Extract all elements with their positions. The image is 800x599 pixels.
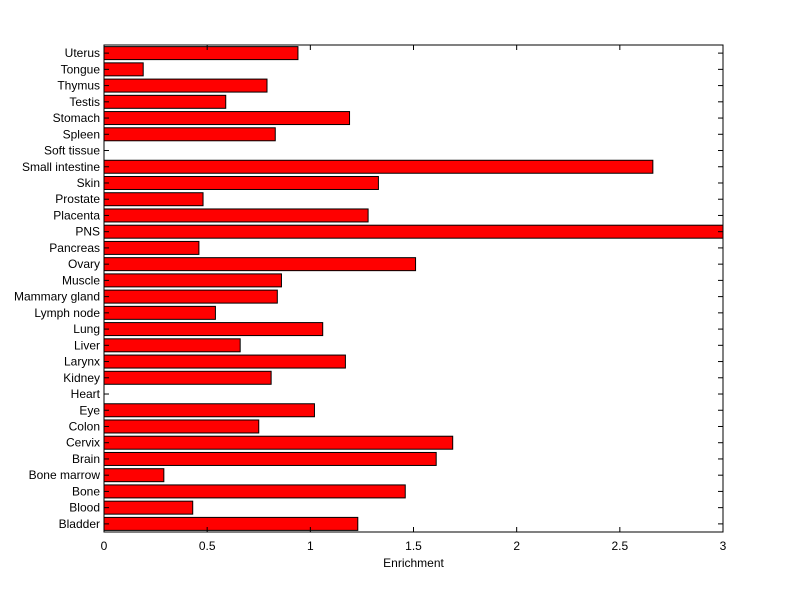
bar-cervix [103, 435, 454, 450]
y-tick-label-brain: Brain [72, 452, 100, 466]
bar-blood [103, 500, 194, 515]
bar-uterus [103, 46, 299, 61]
axes-frame [103, 44, 724, 533]
y-tick-label-bone: Bone [72, 484, 100, 498]
y-tick-label-prostate: Prostate [55, 192, 100, 206]
y-tick-label-thymus: Thymus [57, 79, 100, 93]
y-tick-label-muscle: Muscle [62, 273, 100, 287]
y-tick-label-skin: Skin [77, 176, 100, 190]
bar-lung [103, 322, 324, 337]
x-tick-label: 1.5 [405, 539, 422, 553]
x-axis-label: Enrichment [383, 556, 444, 570]
bar-bladder [103, 516, 359, 531]
x-tick-label: 0.5 [199, 539, 216, 553]
bar-spleen [103, 127, 276, 142]
y-tick-label-stomach: Stomach [53, 111, 100, 125]
x-tick-label: 3 [720, 539, 727, 553]
bar-bone-marrow [103, 468, 165, 483]
y-tick-label-colon: Colon [69, 419, 100, 433]
bar-colon [103, 419, 260, 434]
tick-labels-group: Bladder Blood Bone Bone marrow Brain Cervix Co… [14, 46, 727, 553]
bar-stomach [103, 111, 351, 126]
y-tick-label-uterus: Uterus [65, 46, 100, 60]
plot-area [104, 45, 723, 532]
y-tick-label-bone-marrow: Bone marrow [29, 468, 101, 482]
bar-eye [103, 403, 315, 418]
bar-lymph-node [103, 305, 216, 320]
y-tick-label-soft-tissue: Soft tissue [44, 144, 100, 158]
y-tick-label-bladder: Bladder [59, 517, 100, 531]
x-tick-label: 2.5 [611, 539, 628, 553]
y-tick-label-mammary-gland: Mammary gland [14, 290, 100, 304]
bar-thymus [103, 78, 268, 93]
bar-mammary-gland [103, 289, 278, 304]
bar-testis [103, 94, 227, 109]
y-tick-label-kidney: Kidney [63, 371, 100, 385]
y-tick-label-small-intestine: Small intestine [22, 160, 100, 174]
y-tick-label-blood: Blood [69, 501, 100, 515]
bar-larynx [103, 354, 346, 369]
bar-liver [103, 338, 241, 353]
y-tick-label-tongue: Tongue [61, 62, 101, 76]
x-tick-label: 1 [307, 539, 314, 553]
bar-ovary [103, 257, 417, 272]
y-tick-label-heart: Heart [71, 387, 101, 401]
bar-kidney [103, 370, 272, 385]
bar-skin [103, 175, 379, 190]
y-tick-label-spleen: Spleen [63, 127, 100, 141]
bar-placenta [103, 208, 369, 223]
y-tick-label-eye: Eye [79, 403, 100, 417]
y-tick-label-placenta: Placenta [53, 208, 100, 222]
bar-pancreas [103, 240, 200, 255]
x-tick-label: 2 [513, 539, 520, 553]
y-tick-label-cervix: Cervix [66, 436, 100, 450]
bar-brain [103, 451, 437, 466]
bar-muscle [103, 273, 282, 288]
y-tick-label-pns: PNS [75, 225, 100, 239]
y-tick-label-liver: Liver [74, 338, 100, 352]
bar-small-intestine [103, 159, 654, 174]
bar-pns [103, 224, 724, 239]
y-tick-label-lung: Lung [73, 322, 100, 336]
y-tick-label-lymph-node: Lymph node [34, 306, 100, 320]
y-tick-label-ovary: Ovary [68, 257, 100, 271]
x-tick-label: 0 [101, 539, 108, 553]
y-tick-label-testis: Testis [69, 95, 100, 109]
bar-prostate [103, 192, 204, 207]
bar-bone [103, 484, 406, 499]
bar-tongue [103, 62, 144, 77]
y-tick-label-larynx: Larynx [64, 355, 100, 369]
y-tick-label-pancreas: Pancreas [49, 241, 100, 255]
